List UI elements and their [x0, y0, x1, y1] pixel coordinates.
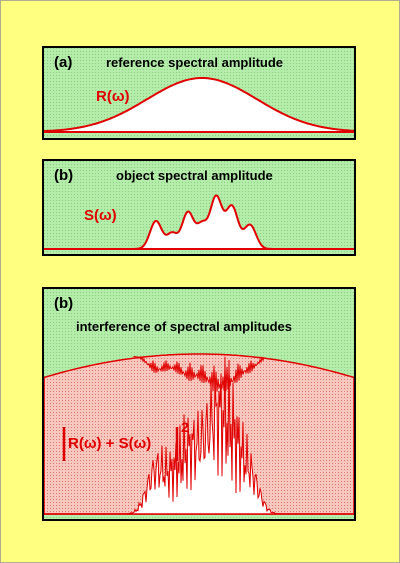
- object-spectrum-plot: [44, 161, 354, 254]
- reference-curve: [44, 77, 354, 133]
- reference-dome: [44, 353, 354, 515]
- panel-b-label: (b): [54, 167, 74, 184]
- panel-a-title: reference spectral amplitude: [106, 55, 284, 70]
- exponent-label: 2: [181, 419, 189, 435]
- panel-interference: (b) interference of spectral amplitudes …: [42, 287, 356, 521]
- panel-b-title: object spectral amplitude: [116, 168, 273, 183]
- interference-plot: [44, 289, 354, 519]
- interference-function-label: R(ω) + S(ω): [68, 435, 152, 452]
- panel-a: (a) reference spectral amplitude R(ω): [42, 46, 356, 140]
- reference-function-label: R(ω): [96, 88, 130, 105]
- object-function-label: S(ω): [84, 207, 117, 224]
- object-curve: [44, 194, 354, 250]
- bottom-fringes: [114, 356, 284, 515]
- panel-c-title: interference of spectral amplitudes: [76, 319, 293, 334]
- reference-spectrum-plot: [44, 48, 354, 138]
- panel-c-label: (b): [54, 295, 74, 312]
- panel-a-label: (a): [54, 54, 73, 71]
- top-fringes: [133, 355, 265, 393]
- panel-b: (b) object spectral amplitude S(ω): [42, 159, 356, 256]
